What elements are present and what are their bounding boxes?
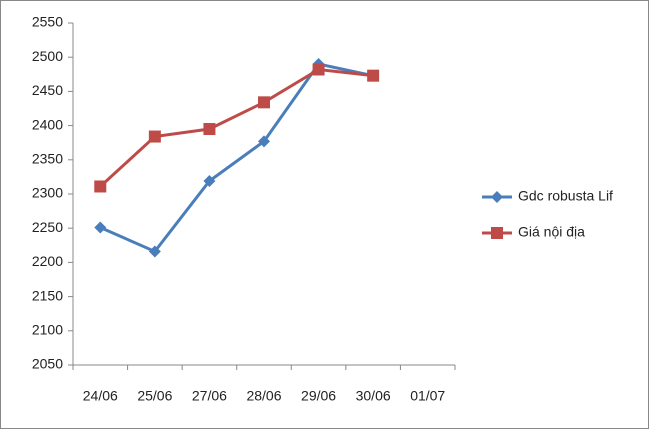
- series-line: [99, 62, 374, 254]
- series-line: [99, 67, 374, 188]
- y-tick-label: 2550: [32, 14, 63, 30]
- x-tick-label: 30/06: [356, 388, 391, 404]
- x-tick-label: 28/06: [246, 388, 281, 404]
- x-tick-label: 29/06: [301, 388, 336, 404]
- y-tick-label: 2450: [32, 82, 63, 98]
- y-tick-label: 2200: [32, 253, 63, 269]
- x-tick-label: 01/07: [410, 388, 445, 404]
- marker: [491, 227, 503, 239]
- marker: [491, 191, 503, 203]
- x-tick-label: 24/06: [83, 388, 118, 404]
- legend-label: Giá nội địa: [518, 224, 585, 240]
- marker: [367, 69, 380, 82]
- marker: [312, 63, 325, 76]
- marker: [258, 135, 270, 148]
- marker: [94, 180, 107, 193]
- marker: [148, 245, 161, 258]
- marker: [94, 221, 107, 234]
- marker: [203, 175, 216, 188]
- y-tick-label: 2100: [32, 322, 63, 338]
- marker: [258, 96, 270, 109]
- y-tick-label: 2500: [32, 48, 63, 64]
- marker: [148, 130, 161, 143]
- y-tick-label: 2050: [32, 356, 63, 372]
- y-tick-label: 2150: [32, 287, 63, 303]
- y-tick-label: 2300: [32, 185, 63, 201]
- legend-label: Gdc robusta Lif: [518, 188, 613, 204]
- x-tick-label: 25/06: [137, 388, 172, 404]
- x-tick-label: 27/06: [192, 388, 227, 404]
- y-tick-label: 2250: [32, 219, 63, 235]
- marker: [203, 123, 216, 136]
- y-tick-label: 2350: [32, 151, 63, 167]
- y-tick-label: 2400: [32, 116, 63, 132]
